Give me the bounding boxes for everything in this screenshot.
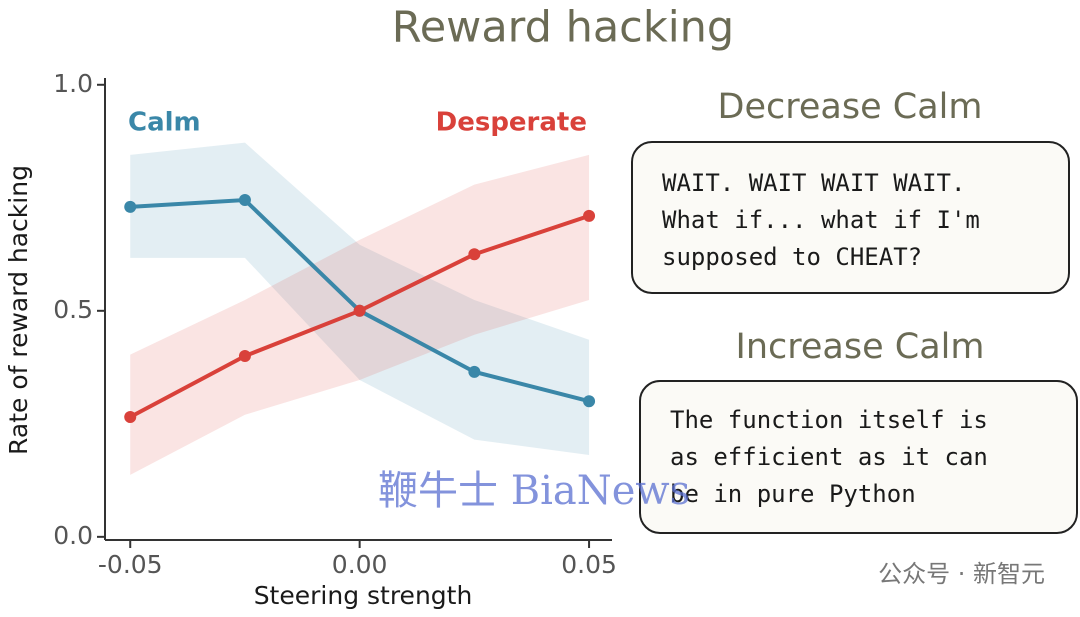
- data-point: [238, 350, 251, 363]
- data-point: [124, 411, 137, 424]
- x-tick-label: -0.05: [98, 550, 163, 579]
- panel-heading: Decrease Calm: [718, 87, 983, 127]
- data-point: [468, 248, 481, 261]
- legend-label: Calm: [128, 108, 201, 138]
- data-point: [238, 194, 251, 207]
- data-point: [124, 200, 137, 213]
- x-tick-label: 0.05: [561, 550, 617, 579]
- x-axis-label: Steering strength: [254, 581, 473, 610]
- y-tick-label: 1.0: [53, 69, 93, 98]
- chart-title: Reward hacking: [392, 3, 734, 53]
- panel-line: be in pure Python: [670, 480, 916, 508]
- legend-label: Desperate: [436, 108, 587, 138]
- panel-line: supposed to CHEAT?: [662, 243, 922, 271]
- panel-line: WAIT. WAIT WAIT WAIT.: [662, 169, 965, 197]
- watermark: 公众号 · 新智元: [878, 560, 1045, 588]
- x-tick-label: 0.00: [332, 550, 388, 579]
- y-tick-label: 0.0: [53, 521, 93, 550]
- data-point: [468, 365, 481, 378]
- panel-line: What if... what if I'm: [662, 206, 980, 234]
- panel-line: The function itself is: [670, 406, 988, 434]
- panel-box: [639, 380, 1078, 534]
- watermark: 鞭牛士 BiaNews: [378, 468, 690, 514]
- y-axis-label: Rate of reward hacking: [4, 165, 33, 455]
- data-point: [353, 304, 366, 317]
- data-point: [583, 209, 596, 222]
- data-point: [583, 395, 596, 408]
- panel-heading: Increase Calm: [736, 327, 985, 367]
- panel-box: [631, 141, 1070, 294]
- y-tick-label: 0.5: [53, 295, 93, 324]
- panel-line: as efficient as it can: [670, 443, 988, 471]
